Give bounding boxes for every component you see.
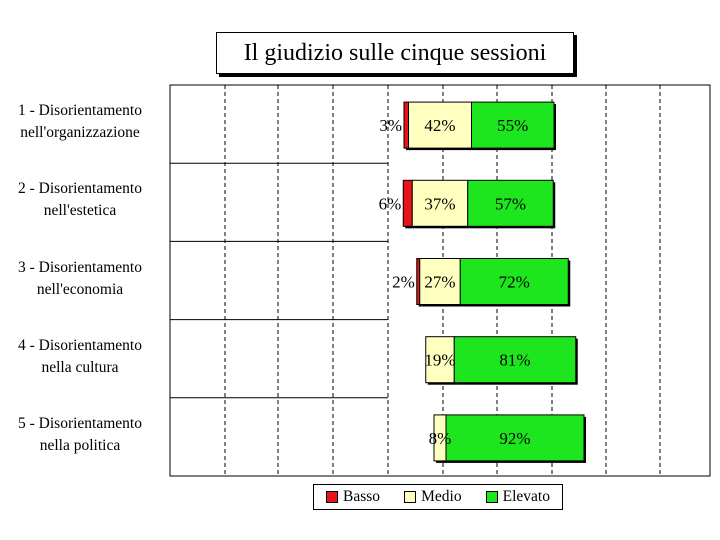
data-label-medio-4: 19% (424, 351, 455, 370)
category-label-line: nella politica (39, 436, 121, 454)
bar-basso-2 (402, 179, 413, 227)
bar-medio-2 (411, 179, 469, 227)
category-label-3: 3 - Disorientamento nell'economia (0, 257, 160, 301)
category-label-1: 1 - Disorientamento nell'organizzazione (0, 100, 160, 144)
bar-basso-1 (403, 101, 409, 149)
bar-elevato-2 (467, 179, 554, 227)
category-label-4: 4 - Disorientamento nella cultura (0, 335, 160, 379)
legend: Basso Medio Elevato (313, 484, 563, 510)
plot-frame (169, 84, 711, 477)
data-label-elevato-5: 92% (499, 429, 530, 448)
data-label-basso-1: 3% (379, 116, 402, 135)
bar-elevato-1 (471, 101, 555, 149)
category-label-line: 1 - Disorientamento (18, 102, 142, 120)
category-label-line: 4 - Disorientamento (18, 336, 142, 354)
bar-medio-1 (408, 101, 472, 149)
legend-label-elevato: Elevato (502, 488, 550, 505)
bar-elevato-5 (445, 414, 585, 462)
legend-item-medio: Medio (404, 488, 462, 506)
legend-swatch-basso (326, 491, 339, 503)
legend-item-elevato: Elevato (485, 488, 550, 506)
data-label-basso-3: 2% (392, 273, 415, 292)
legend-swatch-elevato (485, 491, 498, 503)
data-label-medio-5: 8% (429, 429, 452, 448)
data-label-elevato-1: 55% (497, 116, 528, 135)
chart-title: Il giudizio sulle cinque sessioni (216, 32, 574, 74)
data-label-elevato-4: 81% (499, 351, 530, 370)
category-label-line: nell'economia (36, 280, 124, 298)
legend-item-basso: Basso (326, 488, 380, 506)
category-label-line: nell'estetica (43, 202, 117, 220)
category-label-line: 5 - Disorientamento (18, 414, 142, 432)
data-label-elevato-3: 72% (499, 273, 530, 292)
data-label-medio-1: 42% (424, 116, 455, 135)
data-label-medio-3: 27% (424, 273, 455, 292)
category-label-line: nell'organizzazione (20, 124, 140, 142)
bar-elevato-3 (459, 258, 569, 305)
category-label-line: nella cultura (41, 358, 119, 376)
data-label-basso-2: 6% (379, 194, 402, 213)
data-label-medio-2: 37% (424, 194, 455, 213)
bar-elevato-4 (453, 336, 577, 384)
bar-medio-4 (425, 336, 455, 384)
legend-swatch-medio (404, 491, 417, 503)
legend-label-basso: Basso (343, 488, 381, 505)
data-label-elevato-2: 57% (495, 194, 526, 213)
category-label-line: 2 - Disorientamento (18, 180, 142, 198)
category-label-2: 2 - Disorientamento nell'estetica (0, 178, 160, 222)
category-label-5: 5 - Disorientamento nella politica (0, 413, 160, 457)
legend-label-medio: Medio (421, 488, 462, 505)
category-label-line: 3 - Disorientamento (18, 258, 142, 276)
